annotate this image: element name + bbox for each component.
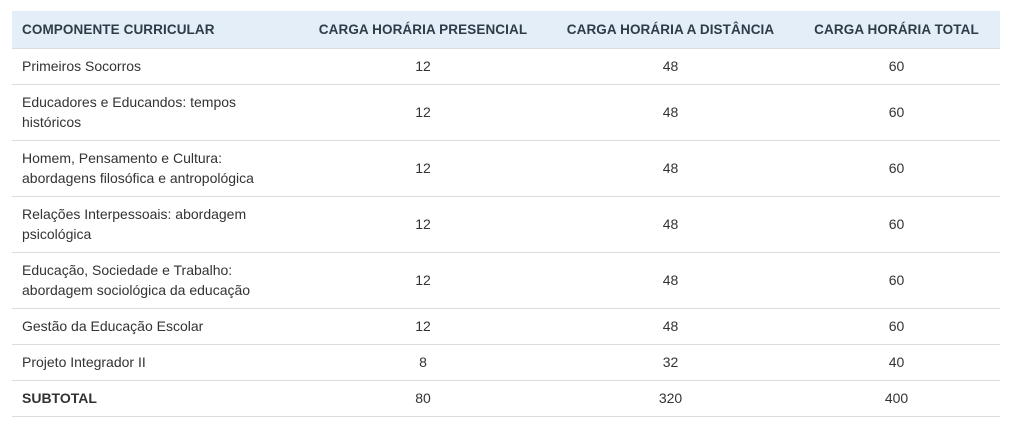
cell-componente: Primeiros Socorros (12, 47, 298, 84)
cell-total: 60 (793, 251, 1000, 308)
cell-componente: Relações Interpessoais: abordagem psicol… (12, 195, 298, 252)
table-row: Projeto Integrador II 8 32 40 (12, 343, 1000, 380)
header-carga-distancia: CARGA HORÁRIA A DISTÂNCIA (566, 21, 775, 37)
table-row: Gestão da Educação Escolar 12 48 60 (12, 307, 1000, 344)
cell-distancia: 32 (548, 343, 793, 380)
cell-componente: Gestão da Educação Escolar (12, 307, 298, 344)
cell-presencial: 12 (298, 139, 548, 196)
cell-subtotal-distancia: 320 (548, 379, 793, 417)
cell-presencial: 12 (298, 251, 548, 308)
cell-total: 60 (793, 83, 1000, 140)
curriculum-table-container: COMPONENTE CURRICULAR CARGA HORÁRIA PRES… (12, 11, 1000, 417)
cell-total: 60 (793, 195, 1000, 252)
table-row: Educadores e Educandos: tempos histórico… (12, 83, 1000, 140)
cell-componente: Educadores e Educandos: tempos histórico… (12, 83, 298, 140)
curriculum-table: COMPONENTE CURRICULAR CARGA HORÁRIA PRES… (12, 11, 1000, 417)
cell-distancia: 48 (548, 83, 793, 140)
cell-distancia: 48 (548, 139, 793, 196)
cell-subtotal-total: 400 (793, 379, 1000, 417)
subtotal-row: SUBTOTAL 80 320 400 (12, 379, 1000, 417)
cell-total: 60 (793, 47, 1000, 84)
header-carga-presencial: CARGA HORÁRIA PRESENCIAL (318, 21, 528, 37)
cell-presencial: 12 (298, 307, 548, 344)
table-row: Primeiros Socorros 12 48 60 (12, 47, 1000, 84)
table-row: Educação, Sociedade e Trabalho: abordage… (12, 251, 1000, 308)
cell-distancia: 48 (548, 47, 793, 84)
cell-total: 60 (793, 307, 1000, 344)
cell-total: 40 (793, 343, 1000, 380)
header-carga-total: CARGA HORÁRIA TOTAL (814, 21, 979, 37)
table-header: COMPONENTE CURRICULAR CARGA HORÁRIA PRES… (12, 11, 1000, 48)
cell-presencial: 8 (298, 343, 548, 380)
cell-distancia: 48 (548, 307, 793, 344)
table-body: Primeiros Socorros 12 48 60 Educadores e… (12, 47, 1000, 417)
header-row: COMPONENTE CURRICULAR CARGA HORÁRIA PRES… (12, 11, 1000, 48)
table-row: Relações Interpessoais: abordagem psicol… (12, 195, 1000, 252)
cell-presencial: 12 (298, 195, 548, 252)
cell-componente: Educação, Sociedade e Trabalho: abordage… (12, 251, 298, 308)
cell-subtotal-presencial: 80 (298, 379, 548, 417)
cell-total: 60 (793, 139, 1000, 196)
cell-distancia: 48 (548, 195, 793, 252)
cell-presencial: 12 (298, 47, 548, 84)
cell-componente: Homem, Pensamento e Cultura: abordagens … (12, 139, 298, 196)
cell-componente: Projeto Integrador II (12, 343, 298, 380)
table-row: Homem, Pensamento e Cultura: abordagens … (12, 139, 1000, 196)
cell-subtotal-label: SUBTOTAL (12, 379, 298, 417)
cell-distancia: 48 (548, 251, 793, 308)
header-componente-curricular: COMPONENTE CURRICULAR (22, 21, 215, 37)
cell-presencial: 12 (298, 83, 548, 140)
